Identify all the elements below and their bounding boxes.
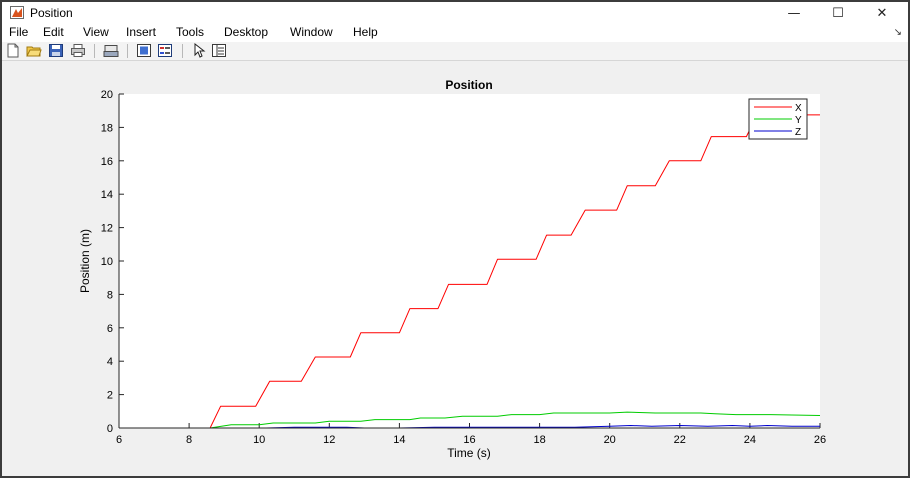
y-axis-label: Position (m) <box>78 229 92 293</box>
menu-view[interactable]: View <box>83 25 109 39</box>
y-tick-label: 8 <box>107 289 113 301</box>
x-tick-label: 20 <box>604 434 616 446</box>
close-icon: ✕ <box>876 5 888 21</box>
legend-label-z: Z <box>795 127 801 138</box>
x-tick-label: 18 <box>533 434 545 446</box>
position-chart: Position 6 8 10 12 14 16 18 20 22 24 26 0246810121… <box>78 78 826 460</box>
colorbar-icon[interactable] <box>136 43 152 58</box>
toolbar-separator <box>94 44 95 58</box>
y-tick-label: 12 <box>101 223 113 235</box>
toolbar-separator <box>127 44 128 58</box>
toolbar-separator <box>182 44 183 58</box>
series-line-z <box>119 425 820 429</box>
chart-title: Position <box>445 78 492 92</box>
y-tick-label: 6 <box>107 323 113 335</box>
print-preview-icon[interactable] <box>103 43 119 58</box>
matlab-app-icon <box>10 6 24 19</box>
save-icon[interactable] <box>48 43 64 58</box>
y-tick-label: 16 <box>101 156 113 168</box>
menu-window[interactable]: Window <box>290 25 333 39</box>
menu-help[interactable]: Help <box>353 25 378 39</box>
legend-label-x: X <box>795 103 802 114</box>
menu-tools[interactable]: Tools <box>176 25 205 39</box>
legend[interactable]: X Y Z <box>748 98 808 140</box>
x-axis-label: Time (s) <box>447 446 491 460</box>
y-tick-label: 20 <box>101 89 113 101</box>
axes-background <box>119 94 820 428</box>
series-line-y <box>119 411 821 429</box>
minimize-button[interactable]: — <box>772 2 816 24</box>
figure-canvas: Position 6 8 10 12 14 16 18 20 22 24 26 0 2 4 6 8 10 12 1… <box>2 61 908 476</box>
x-tick-label: 16 <box>463 434 475 446</box>
menu-file[interactable]: File <box>9 25 29 39</box>
y-tick-label: 10 <box>101 256 113 268</box>
legend-label-y: Y <box>795 115 802 126</box>
x-tick-label: 26 <box>814 434 826 446</box>
menu-desktop[interactable]: Desktop <box>224 25 269 39</box>
pointer-icon[interactable] <box>191 43 207 58</box>
x-tick-label: 6 <box>116 434 122 446</box>
figure-toolbar <box>2 42 908 61</box>
menu-bar: File Edit View Insert Tools Desktop Wind… <box>2 24 908 42</box>
title-bar: Position — ☐ ✕ <box>2 2 908 24</box>
x-tick-label: 10 <box>253 434 265 446</box>
open-file-icon[interactable] <box>26 43 42 58</box>
close-button[interactable]: ✕ <box>860 2 904 24</box>
y-tick-label: 0 <box>107 423 113 435</box>
window-title: Position <box>30 6 73 20</box>
x-tick-label: 24 <box>744 434 756 446</box>
new-figure-icon[interactable] <box>5 43 21 58</box>
x-tick-label: 14 <box>393 434 405 446</box>
maximize-button[interactable]: ☐ <box>816 2 860 24</box>
x-tick-label: 22 <box>674 434 686 446</box>
menu-overflow-icon[interactable]: ↘ <box>893 27 902 38</box>
print-icon[interactable] <box>70 43 86 58</box>
legend-icon[interactable] <box>157 43 173 58</box>
maximize-icon: ☐ <box>832 5 844 21</box>
y-tick-label: 4 <box>107 356 113 368</box>
y-tick-label: 18 <box>101 122 113 134</box>
menu-edit[interactable]: Edit <box>43 25 64 39</box>
series-line-x <box>119 114 820 429</box>
x-tick-label: 8 <box>186 434 192 446</box>
property-inspector-icon[interactable] <box>211 43 227 58</box>
menu-insert[interactable]: Insert <box>126 25 157 39</box>
y-tick-label: 14 <box>101 189 113 201</box>
y-tick-label: 2 <box>107 390 113 402</box>
minimize-icon: — <box>787 5 801 21</box>
x-tick-label: 12 <box>323 434 335 446</box>
